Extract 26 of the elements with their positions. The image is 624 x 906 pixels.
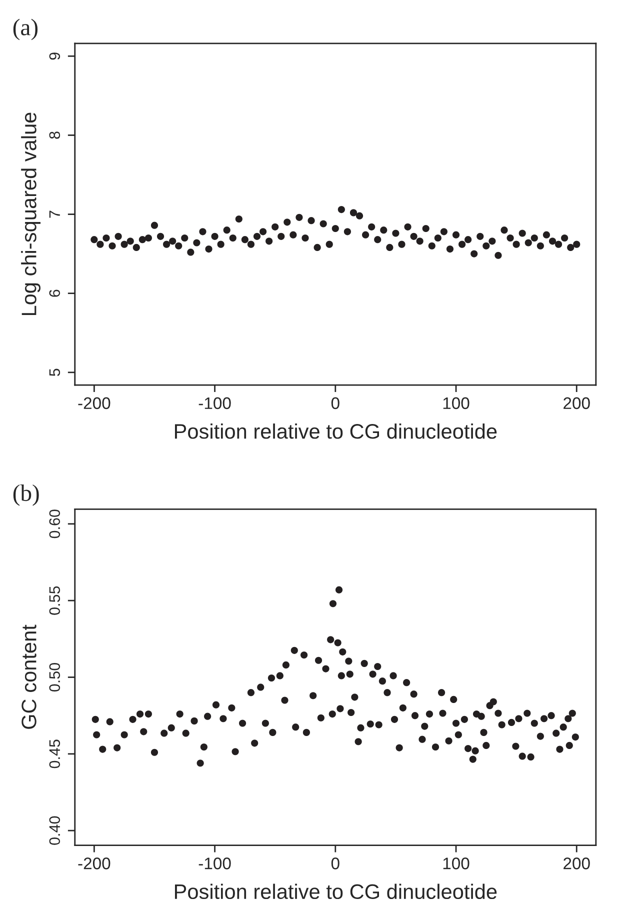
x-axis-title: Position relative to CG dinucleotide <box>174 424 497 439</box>
x-tick-label: 200 <box>564 397 590 410</box>
y-axis-title: GC content <box>22 624 36 729</box>
x-tick-label: -200 <box>78 858 110 870</box>
x-tick-label: -100 <box>198 858 231 870</box>
x-tick-label: -200 <box>78 397 110 410</box>
y-tick-label: 8 <box>49 132 60 139</box>
x-tick-label: 200 <box>564 858 590 870</box>
y-axis-title: Log chi-squared value <box>21 112 40 316</box>
y-tick-label: 5 <box>49 368 60 376</box>
x-tick-label: -100 <box>198 397 231 410</box>
y-tick-label: 6 <box>49 290 60 297</box>
y-tick-label: 0.45 <box>49 740 60 768</box>
x-axis-title: Position relative to CG dinucleotide <box>174 884 497 900</box>
chart-title: (b) <box>13 484 39 506</box>
x-tick-label: 100 <box>443 397 470 410</box>
x-tick-label: 0 <box>331 397 340 410</box>
y-tick-label: 0.60 <box>49 510 60 538</box>
x-tick-label: 0 <box>331 858 340 870</box>
y-tick-label: 0.50 <box>49 662 60 692</box>
chart-title: (a) <box>13 18 38 40</box>
y-tick-label: 0.55 <box>49 586 60 615</box>
y-tick-label: 0.40 <box>49 816 60 845</box>
y-tick-label: 9 <box>49 52 60 60</box>
x-tick-label: 100 <box>443 858 470 870</box>
y-tick-label: 7 <box>49 210 60 218</box>
